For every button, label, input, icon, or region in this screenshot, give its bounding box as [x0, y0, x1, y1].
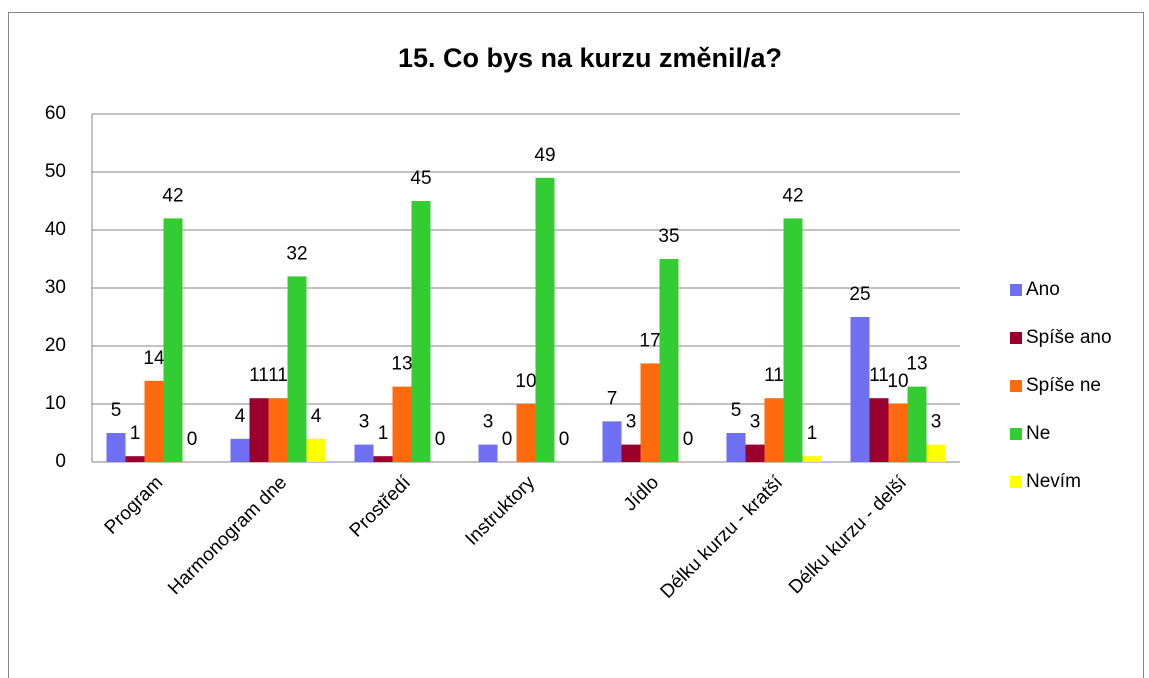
- bar: [659, 259, 679, 462]
- data-label: 3: [626, 412, 637, 433]
- legend-swatch: [1010, 476, 1022, 488]
- bar: [268, 398, 288, 462]
- y-tick-label: 20: [45, 335, 66, 356]
- bar: [888, 404, 908, 462]
- legend-label: Ne: [1026, 423, 1050, 444]
- legend-swatch: [1010, 428, 1022, 440]
- bar: [726, 433, 746, 462]
- data-label: 25: [849, 284, 870, 305]
- y-tick-label: 50: [45, 161, 66, 182]
- data-label: 7: [607, 388, 618, 409]
- data-label: 13: [906, 354, 927, 375]
- legend-swatch: [1010, 380, 1022, 392]
- legend-label: Spíše ne: [1026, 375, 1101, 396]
- data-label: 1: [378, 423, 389, 444]
- data-label: 17: [639, 330, 660, 351]
- bar: [163, 218, 183, 462]
- bar: [478, 444, 498, 462]
- bar: [764, 398, 784, 462]
- y-tick-label: 60: [45, 103, 66, 124]
- data-label: 1: [807, 423, 818, 444]
- bar: [287, 276, 307, 462]
- y-tick-label: 30: [45, 277, 66, 298]
- bar: [354, 444, 374, 462]
- bar: [535, 177, 555, 463]
- bar: [783, 218, 803, 462]
- bar: [392, 386, 412, 462]
- bar: [850, 317, 870, 462]
- legend-label: Nevím: [1026, 471, 1081, 492]
- bar: [106, 433, 126, 462]
- legend-label: Ano: [1026, 279, 1060, 300]
- data-label: 3: [931, 412, 942, 433]
- bar: [640, 363, 660, 462]
- bar: [802, 456, 822, 462]
- bar: [926, 444, 946, 462]
- data-label: 49: [534, 145, 555, 166]
- data-label: 0: [683, 429, 694, 450]
- bar: [621, 444, 641, 462]
- data-label: 11: [249, 365, 269, 386]
- legend-swatch: [1010, 332, 1022, 344]
- data-label: 4: [235, 406, 246, 427]
- bar: [602, 421, 622, 462]
- bar: [745, 444, 765, 462]
- data-label: 5: [731, 400, 742, 421]
- data-label: 32: [286, 243, 307, 264]
- data-label: 10: [887, 371, 908, 392]
- bar: [373, 456, 393, 462]
- y-tick-label: 40: [45, 219, 66, 240]
- data-label: 3: [483, 412, 494, 433]
- data-label: 11: [764, 365, 784, 386]
- legend-swatch: [1010, 284, 1022, 296]
- bar: [230, 438, 250, 462]
- data-label: 45: [410, 168, 431, 189]
- bar: [125, 456, 145, 462]
- data-label: 1: [130, 423, 141, 444]
- bar: [144, 380, 164, 462]
- bar: [907, 386, 927, 462]
- data-label: 3: [359, 412, 370, 433]
- bar: [516, 404, 536, 462]
- data-label: 14: [143, 348, 165, 369]
- data-label: 13: [391, 354, 412, 375]
- data-label: 0: [187, 429, 198, 450]
- data-label: 0: [502, 429, 513, 450]
- bar: [249, 398, 269, 462]
- data-label: 42: [162, 185, 183, 206]
- bar: [306, 438, 326, 462]
- data-label: 3: [750, 412, 761, 433]
- data-label: 0: [559, 429, 570, 450]
- data-label: 4: [311, 406, 322, 427]
- data-label: 11: [869, 365, 889, 386]
- y-tick-label: 0: [55, 451, 66, 472]
- chart-frame: [8, 12, 1144, 678]
- bar: [869, 398, 889, 462]
- bar: [411, 201, 431, 462]
- legend-label: Spíše ano: [1026, 327, 1112, 348]
- data-label: 10: [515, 371, 536, 392]
- data-label: 42: [782, 185, 803, 206]
- data-label: 0: [435, 429, 446, 450]
- chart-title: 15. Co bys na kurzu změnil/a?: [398, 43, 782, 73]
- data-label: 11: [268, 365, 288, 386]
- data-label: 5: [111, 400, 122, 421]
- y-tick-label: 10: [45, 393, 66, 414]
- data-label: 35: [658, 226, 679, 247]
